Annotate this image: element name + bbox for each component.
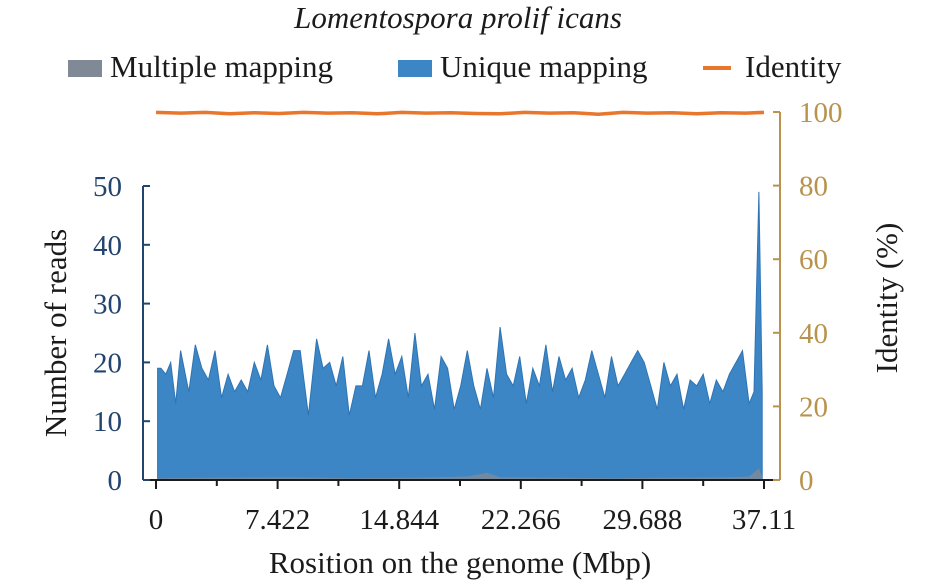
chart-title: Lomentospora prolif icans (293, 0, 622, 35)
legend-swatch-unique (398, 60, 432, 77)
x-tick-label: 22.266 (481, 504, 561, 536)
plot-area (155, 110, 765, 481)
legend-label-unique: Unique mapping (440, 49, 648, 84)
legend-swatch-multiple (68, 60, 102, 77)
y-left-tick-label: 20 (93, 347, 122, 379)
y-right-tick-label: 0 (799, 465, 814, 497)
y-right-tick-label: 80 (799, 171, 828, 203)
legend-label-multiple: Multiple mapping (110, 49, 333, 84)
x-axis-label: Rosition on the genome (Mbp) (269, 545, 651, 580)
y-axis-label-right: Identity (%) (869, 223, 904, 374)
unique-mapping-area (157, 191, 763, 481)
y-left-tick-label: 30 (93, 289, 122, 321)
y-left-tick-label: 10 (93, 406, 122, 438)
axis-ticks: 0 10 20 30 40 50 0 20 40 60 80 100 0 7.422 14.844 22.26… (93, 97, 843, 536)
x-tick-label: 14.844 (359, 504, 439, 536)
x-tick-label: 37.11 (732, 504, 796, 536)
y-axis-label-left: Number of reads (38, 229, 73, 437)
identity-line (155, 110, 765, 116)
x-tick-label: 7.422 (245, 504, 310, 536)
legend: Multiple mapping Unique mapping Identity (68, 49, 842, 84)
multiple-mapping-area (157, 468, 763, 480)
legend-label-identity: Identity (745, 49, 842, 84)
y-right-tick-label: 20 (799, 391, 828, 423)
y-left-tick-label: 50 (93, 171, 122, 203)
y-left-tick-label: 0 (108, 465, 123, 497)
x-tick-label: 29.688 (603, 504, 683, 536)
x-tick-label: 0 (149, 504, 164, 536)
y-right-tick-label: 100 (799, 97, 843, 129)
y-right-tick-label: 60 (799, 244, 828, 276)
y-left-tick-label: 40 (93, 230, 122, 262)
y-right-tick-label: 40 (799, 318, 828, 350)
